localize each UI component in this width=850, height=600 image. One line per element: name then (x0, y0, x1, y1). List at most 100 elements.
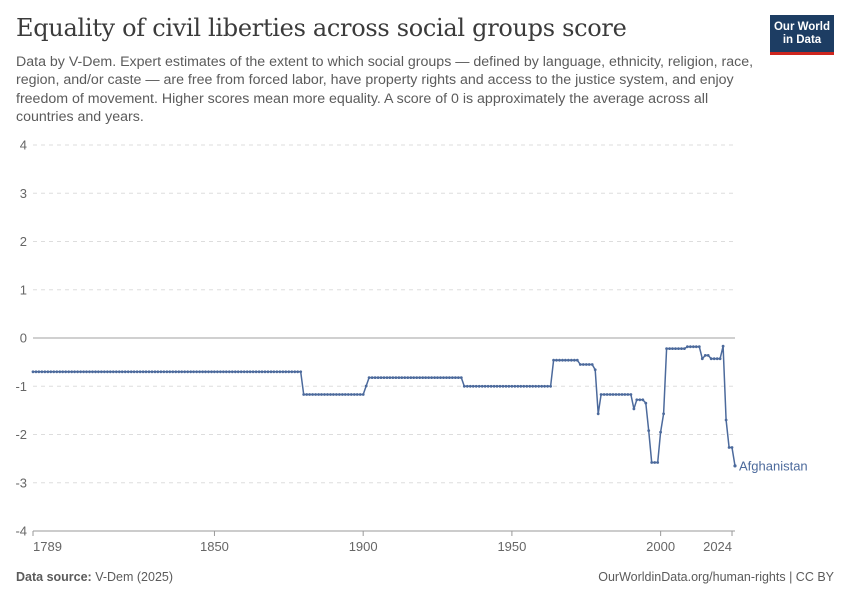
data-point (361, 393, 365, 396)
data-point (43, 370, 47, 374)
x-tick-label: 2000 (646, 539, 675, 554)
data-point (457, 376, 460, 379)
data-point (111, 370, 115, 374)
data-source-label: Data source: (16, 570, 92, 584)
data-point (159, 370, 163, 374)
data-point (275, 370, 279, 374)
data-point (338, 393, 341, 396)
data-point (189, 370, 193, 374)
data-point (575, 358, 579, 362)
data-point (150, 370, 154, 374)
y-tick-label: 2 (20, 234, 27, 249)
data-point (647, 429, 651, 432)
data-point (248, 370, 252, 374)
data-point (290, 370, 294, 374)
data-point (91, 370, 94, 374)
data-point (564, 358, 567, 362)
series-label: Afghanistan (739, 458, 808, 473)
data-point (355, 393, 359, 396)
data-point (549, 384, 552, 388)
data-point (641, 398, 645, 402)
data-point (195, 370, 199, 374)
data-point (540, 384, 544, 388)
source-link[interactable]: OurWorldinData.org/human-rights | CC BY (598, 570, 834, 584)
data-point (239, 370, 243, 374)
data-point (406, 376, 410, 379)
data-point (278, 370, 282, 374)
data-point (174, 370, 178, 374)
data-point (299, 370, 303, 374)
data-point (391, 376, 395, 379)
data-point (528, 384, 532, 388)
x-tick-label: 1950 (497, 539, 526, 554)
data-point (644, 401, 648, 405)
data-point (117, 370, 121, 374)
data-point (114, 370, 118, 374)
data-point (219, 370, 222, 374)
data-point (394, 376, 398, 379)
data-point (617, 393, 621, 396)
data-point (543, 384, 546, 388)
data-point (561, 358, 564, 362)
data-point (224, 370, 228, 374)
data-point (531, 384, 535, 388)
owid-logo[interactable]: Our World in Data (770, 15, 834, 55)
data-point (213, 370, 216, 374)
data-point (314, 393, 317, 396)
series-layer: Afghanistan (31, 344, 808, 473)
data-point (364, 384, 368, 388)
data-point (584, 363, 588, 366)
data-point (587, 363, 591, 366)
data-point (677, 347, 680, 350)
data-point (216, 370, 219, 374)
data-point (284, 370, 288, 374)
data-point (465, 384, 469, 388)
data-point (168, 370, 172, 374)
data-point (97, 370, 100, 374)
data-point (245, 370, 249, 374)
x-tick-label: 1850 (200, 539, 229, 554)
data-point (552, 358, 555, 362)
data-point (49, 370, 53, 374)
data-point (171, 370, 175, 374)
data-point (454, 376, 457, 379)
data-point (721, 344, 725, 348)
data-point (525, 384, 529, 388)
data-point (489, 384, 493, 388)
data-point (40, 370, 44, 374)
data-point (442, 376, 445, 379)
x-tick-label: 1900 (349, 539, 378, 554)
data-point (602, 393, 606, 396)
data-point (415, 376, 419, 379)
x-axis-ticks: 1789 1850 1900 1950 2000 2024 (32, 530, 735, 554)
data-point (126, 370, 130, 374)
logo-line-2: in Data (782, 33, 822, 46)
data-point (409, 376, 413, 379)
data-point (578, 363, 582, 366)
data-point (230, 370, 234, 374)
data-point (46, 370, 50, 374)
data-point (335, 393, 338, 396)
data-point (70, 370, 74, 374)
data-point (242, 370, 246, 374)
data-point (222, 370, 225, 374)
data-point (593, 368, 597, 372)
data-source: Data source: V-Dem (2025) (16, 570, 173, 584)
data-point (635, 398, 639, 402)
data-point (727, 446, 731, 449)
data-point (495, 384, 499, 388)
data-point (650, 461, 654, 464)
gridlines (33, 144, 735, 484)
data-point (516, 384, 520, 388)
data-point (445, 376, 448, 379)
data-point (718, 357, 722, 361)
series-line (33, 345, 736, 467)
data-point (227, 370, 231, 374)
data-point (76, 370, 79, 374)
data-point (513, 384, 517, 388)
y-axis-ticks: 4 3 2 1 0 -1 -2 -3 -4 (15, 138, 27, 539)
data-point (85, 370, 88, 374)
data-point (570, 358, 573, 362)
data-point (52, 370, 56, 374)
data-point (614, 393, 618, 396)
